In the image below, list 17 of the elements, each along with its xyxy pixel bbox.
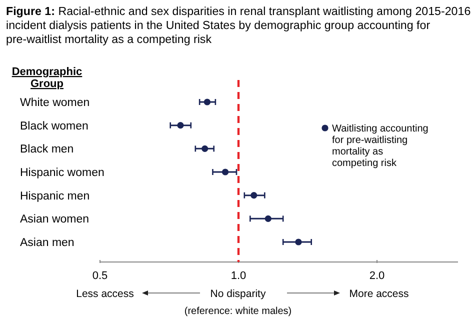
chart-title: Figure 1: Racial-ethnic and sex disparities in renal transplant waitlisting among 2015-2016 incident dialysis patients in the United States by demographic group accounting for pre-waitlist mortality as a competing risk	[6, 5, 471, 46]
y-tick-label: Black men	[20, 144, 74, 156]
y-tick-label: White women	[20, 97, 90, 109]
text: No disparity	[210, 288, 266, 300]
y-tick-label: Asian men	[20, 237, 74, 249]
legend-label: Waitlisting accounting for pre-waitlisting mortality as competing risk	[332, 124, 428, 169]
y-axis-title: Demographic Group	[12, 66, 82, 90]
text: (reference: white males)	[184, 306, 292, 317]
y-tick-label: Hispanic men	[20, 190, 90, 202]
x-tick-label: 0.5	[92, 270, 108, 282]
text: Less access	[76, 288, 134, 300]
x-tick-label: 2.0	[369, 270, 385, 282]
y-tick-label: Black women	[20, 120, 88, 132]
text: More access	[349, 288, 409, 300]
y-tick-label: Hispanic women	[20, 167, 104, 179]
x-tick-label: 1.0	[230, 270, 246, 282]
y-tick-label: Asian women	[20, 214, 90, 226]
